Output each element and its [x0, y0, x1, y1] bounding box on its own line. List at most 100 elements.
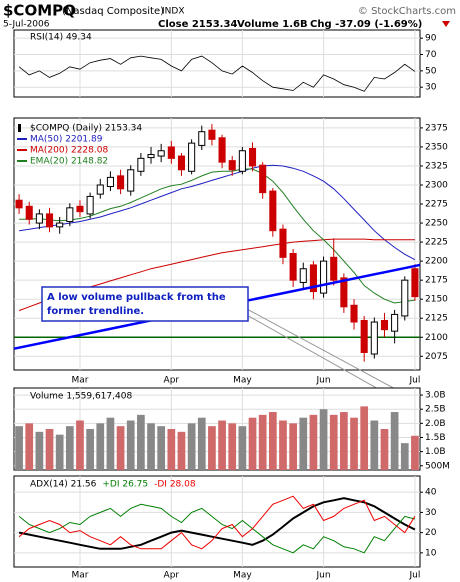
x-tick-label: Jun	[316, 376, 331, 386]
rsi-line	[18, 55, 416, 92]
candle-body	[106, 176, 114, 188]
candle-body	[56, 222, 64, 228]
volume-bar	[167, 429, 176, 470]
volume-bar	[340, 412, 348, 470]
candle-body	[167, 146, 175, 159]
panel-title: $COMPQ (Daily) 2153.34	[30, 124, 142, 134]
volume-bar	[35, 431, 44, 470]
candle-body	[279, 228, 287, 258]
candle-body	[309, 264, 317, 293]
volume-bar	[86, 429, 94, 470]
y-tick-label: 2150	[425, 295, 448, 305]
date: 5-Jul-2006	[3, 20, 50, 30]
candle-body	[228, 160, 236, 171]
y-tick-label: 2275	[425, 200, 448, 210]
volume-bar	[319, 409, 328, 470]
y-tick-label: 20	[425, 528, 437, 538]
candle-body	[188, 142, 196, 172]
candle-body	[238, 150, 246, 172]
candle-body	[411, 268, 419, 298]
y-tick-label: 40	[425, 488, 437, 498]
x-tick-label: Apr	[164, 376, 180, 386]
annotation-box	[41, 286, 249, 322]
candle-body	[269, 190, 277, 232]
symbol: $COMPQ	[3, 2, 76, 20]
volume-bar	[390, 412, 399, 470]
panel-frame	[13, 29, 421, 98]
panel-frame	[13, 475, 421, 568]
volume-bar	[45, 429, 54, 470]
candle-body	[15, 199, 23, 209]
annotation-text: A low volume pullback from the	[47, 292, 226, 303]
candle-body	[360, 320, 368, 353]
candle-body	[127, 169, 135, 192]
source: © StockCharts.com	[358, 6, 456, 17]
volume-bar	[350, 417, 358, 470]
volume-bar	[147, 423, 155, 470]
volume-bar	[106, 417, 115, 470]
volume-bar	[197, 417, 206, 470]
candle-body	[401, 279, 409, 317]
volume-bar	[116, 426, 125, 470]
candle-body	[76, 205, 84, 213]
legend-icon	[18, 124, 21, 132]
x-tick-label: May	[233, 376, 252, 386]
volume-bar	[25, 423, 34, 470]
y-tick-label: 30	[425, 83, 437, 93]
moving-average	[19, 164, 416, 261]
x-tick-label: Jul	[408, 571, 420, 581]
indicator-line	[18, 495, 416, 550]
candle-body	[86, 195, 94, 215]
moving-average	[19, 168, 415, 304]
x-tick-label: Jul	[408, 376, 420, 386]
y-tick-label: 3.0B	[425, 391, 446, 401]
indicator-line	[18, 497, 416, 550]
y-tick-label: 2.0B	[425, 419, 446, 429]
volume-bar	[411, 435, 419, 470]
candle-body	[137, 157, 145, 172]
annotation-text: former trendline.	[47, 306, 144, 317]
panel-title: RSI(14) 49.34	[30, 33, 92, 43]
down-arrow	[442, 21, 450, 27]
volume-bar	[228, 423, 237, 470]
volume-bar	[289, 423, 297, 470]
indicator-line	[18, 503, 416, 554]
volume-bar	[268, 412, 277, 470]
legend-label: ADX(14) 21.56	[30, 480, 97, 490]
y-tick-label: 90	[425, 34, 437, 44]
volume-bar	[96, 423, 105, 470]
candle-body	[117, 175, 125, 190]
volume-bar	[126, 420, 135, 470]
y-tick-label: 500M	[425, 461, 450, 471]
candle-body	[198, 131, 206, 146]
y-tick-label: 2225	[425, 238, 448, 248]
y-tick-label: 2200	[425, 257, 448, 267]
exchange: INDX	[162, 7, 184, 17]
candle-body	[35, 213, 43, 224]
volume-bar	[299, 417, 308, 470]
close: Close 2153.34	[158, 19, 237, 30]
legend-label: EMA(20) 2148.82	[30, 157, 108, 167]
y-tick-label: 2250	[425, 219, 448, 229]
candle-body	[330, 256, 338, 281]
legend-label: -DI 28.08	[154, 480, 196, 490]
y-tick-label: 2175	[425, 276, 448, 286]
panel-frame	[13, 117, 421, 371]
volume-bar	[218, 420, 226, 470]
y-tick-label: 1.0B	[425, 447, 446, 457]
volume-bar	[157, 426, 166, 470]
y-tick-label: 2075	[425, 352, 448, 362]
y-tick-label: 1.5B	[425, 433, 446, 443]
candle-body	[208, 129, 216, 140]
candle-body	[259, 164, 267, 194]
volume-bar	[76, 420, 84, 470]
candle-body	[391, 313, 399, 332]
volume-bar	[208, 426, 216, 470]
volume-bar	[238, 426, 247, 470]
legend-label: +DI 26.75	[102, 480, 148, 490]
panel-title: Volume 1,559,617,408	[30, 392, 132, 402]
candle-body	[177, 155, 186, 171]
volume-bar	[187, 423, 196, 470]
x-tick-label: Apr	[164, 571, 180, 581]
